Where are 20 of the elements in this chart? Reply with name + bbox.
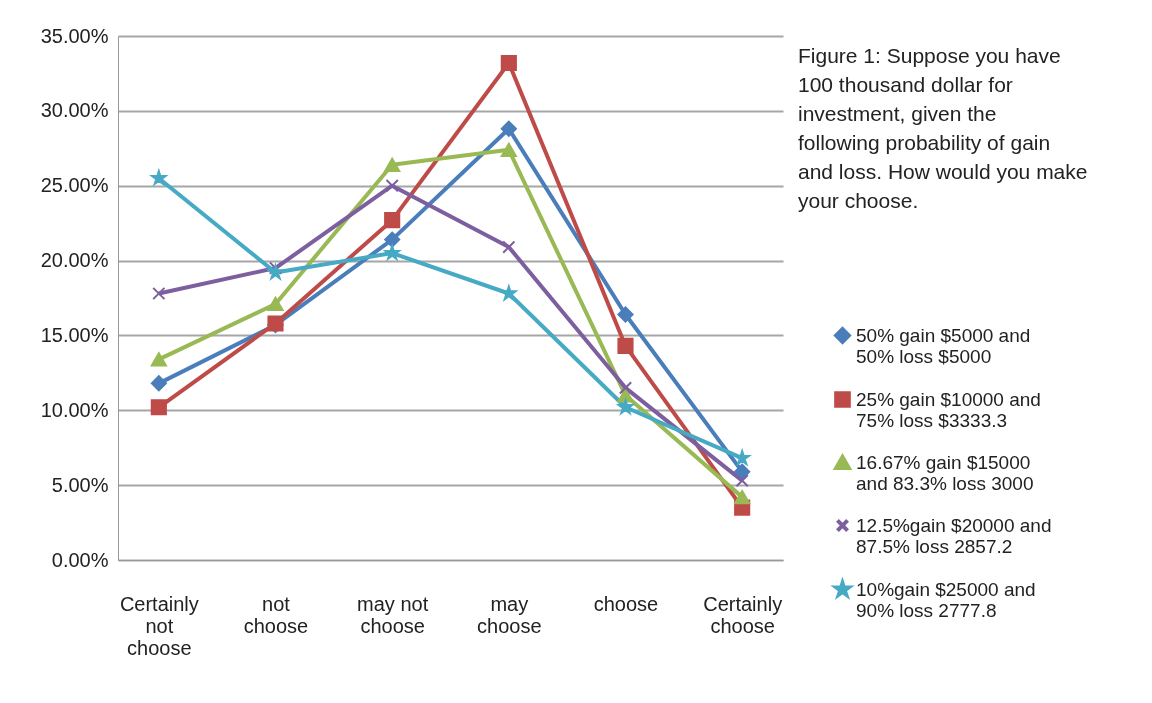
legend-label: 16.67% gain $15000 and 83.3% loss 3000 — [856, 451, 1034, 494]
x-tick-label: choose — [593, 592, 659, 615]
x-tick-label: may not choose — [357, 592, 429, 637]
y-tick-label: 15.00% — [40, 323, 109, 346]
y-tick-label: 0.00% — [51, 548, 109, 571]
y-tick-label: 30.00% — [40, 99, 109, 122]
y-tick-label: 20.00% — [40, 249, 109, 272]
x-tick-label: not choose — [243, 592, 309, 637]
y-tick-label: 35.00% — [40, 24, 109, 47]
y-tick-label: 10.00% — [40, 398, 109, 421]
legend-label: 50% gain $5000 and 50% loss $5000 — [856, 324, 1031, 367]
legend-label: 12.5%gain $20000 and 87.5% loss 2857.2 — [856, 514, 1052, 557]
x-tick-label: Certainly choose — [703, 592, 783, 637]
x-tick-label: Certainly not choose — [119, 592, 199, 659]
x-tick-label: may choose — [477, 592, 542, 637]
legend-label: 10%gain $25000 and 90% loss 2777.8 — [856, 578, 1036, 621]
text: Figure 1: Suppose you have 100 thousand dollar for investment, given the following probability of gain and loss. How would you make your choose. — [798, 44, 1088, 212]
y-tick-label: 5.00% — [51, 473, 109, 496]
y-tick-label: 25.00% — [40, 174, 109, 197]
legend-label: 25% gain $10000 and 75% loss $3333.3 — [856, 388, 1041, 431]
